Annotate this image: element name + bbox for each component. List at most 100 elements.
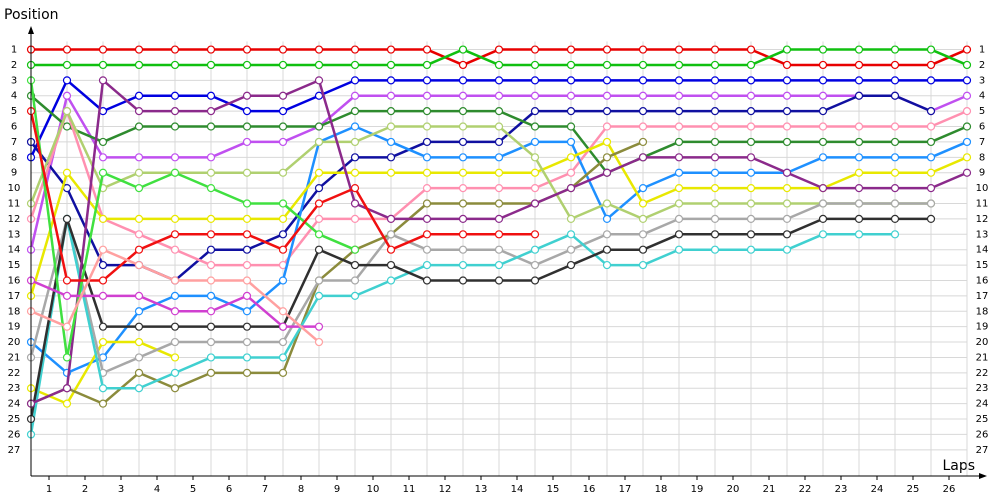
point-marker bbox=[710, 230, 720, 239]
x-tick-label: 8 bbox=[298, 484, 304, 495]
point-marker bbox=[926, 153, 936, 162]
point-marker bbox=[458, 137, 468, 147]
y-tick-label-right: 8 bbox=[979, 152, 985, 163]
point-marker bbox=[170, 276, 180, 285]
point-marker bbox=[782, 214, 792, 224]
point-marker bbox=[566, 260, 576, 270]
point-marker bbox=[242, 260, 252, 270]
point-marker bbox=[962, 122, 972, 131]
point-marker bbox=[530, 230, 540, 239]
point-marker bbox=[350, 122, 360, 131]
point-marker bbox=[134, 107, 144, 116]
point-marker bbox=[206, 122, 216, 131]
point-marker bbox=[98, 322, 108, 331]
point-marker bbox=[170, 230, 180, 239]
point-marker bbox=[890, 91, 900, 100]
point-marker bbox=[602, 245, 612, 254]
point-marker bbox=[170, 214, 180, 224]
point-marker bbox=[314, 184, 324, 193]
point-marker bbox=[962, 168, 972, 177]
point-marker bbox=[458, 60, 468, 70]
point-marker bbox=[566, 137, 576, 147]
point-marker bbox=[170, 322, 180, 331]
point-marker bbox=[134, 122, 144, 131]
point-marker bbox=[350, 153, 360, 162]
point-marker bbox=[926, 184, 936, 193]
point-marker bbox=[350, 291, 360, 300]
point-marker bbox=[926, 214, 936, 224]
y-tick-label: 11 bbox=[8, 199, 21, 210]
y-tick-label: 7 bbox=[11, 137, 17, 148]
y-tick-label: 19 bbox=[8, 322, 21, 333]
point-marker bbox=[170, 45, 180, 54]
point-marker bbox=[170, 168, 180, 177]
x-tick-label: 6 bbox=[226, 484, 232, 495]
point-marker bbox=[278, 122, 288, 131]
point-marker bbox=[566, 45, 576, 54]
point-marker bbox=[98, 245, 108, 254]
point-marker bbox=[422, 45, 432, 54]
point-marker bbox=[422, 214, 432, 224]
point-marker bbox=[962, 91, 972, 100]
point-marker bbox=[746, 107, 756, 116]
point-marker bbox=[62, 91, 72, 100]
x-tick-label: 1 bbox=[46, 484, 52, 495]
point-marker bbox=[350, 260, 360, 270]
point-marker bbox=[278, 91, 288, 100]
point-marker bbox=[494, 153, 504, 162]
point-marker bbox=[458, 91, 468, 100]
point-marker bbox=[134, 168, 144, 177]
point-marker bbox=[494, 91, 504, 100]
y-tick-label-right: 17 bbox=[976, 291, 989, 302]
point-marker bbox=[710, 245, 720, 254]
point-marker bbox=[458, 230, 468, 239]
y-tick-label-right: 11 bbox=[976, 199, 989, 210]
point-marker bbox=[854, 122, 864, 131]
y-tick-label-right: 15 bbox=[976, 260, 989, 271]
point-marker bbox=[458, 76, 468, 85]
point-marker bbox=[350, 168, 360, 177]
point-marker bbox=[206, 153, 216, 162]
series-line bbox=[29, 80, 356, 359]
point-marker bbox=[170, 60, 180, 70]
point-marker bbox=[710, 168, 720, 177]
point-marker bbox=[818, 199, 828, 208]
point-marker bbox=[566, 91, 576, 100]
y-tick-label-right: 19 bbox=[976, 322, 989, 333]
point-marker bbox=[530, 153, 540, 162]
x-tick-label: 24 bbox=[871, 484, 884, 495]
x-tick-label: 10 bbox=[367, 484, 380, 495]
point-marker bbox=[62, 384, 72, 393]
x-tick-label: 14 bbox=[511, 484, 524, 495]
x-tick-label: 7 bbox=[262, 484, 268, 495]
y-tick-label-right: 27 bbox=[976, 445, 989, 456]
point-marker bbox=[674, 76, 684, 85]
point-marker bbox=[494, 122, 504, 131]
y-tick-label: 26 bbox=[8, 429, 21, 440]
point-marker bbox=[314, 45, 324, 54]
point-marker bbox=[494, 60, 504, 70]
grid bbox=[30, 41, 968, 476]
point-marker bbox=[926, 168, 936, 177]
point-marker bbox=[638, 91, 648, 100]
point-marker bbox=[602, 107, 612, 116]
point-marker bbox=[134, 353, 144, 362]
point-marker bbox=[710, 76, 720, 85]
point-marker bbox=[890, 76, 900, 85]
point-marker bbox=[242, 353, 252, 362]
point-marker bbox=[206, 230, 216, 239]
point-marker bbox=[422, 184, 432, 193]
point-marker bbox=[890, 168, 900, 177]
point-marker bbox=[530, 168, 540, 177]
point-marker bbox=[134, 230, 144, 239]
point-marker bbox=[314, 245, 324, 254]
point-marker bbox=[206, 276, 216, 285]
point-marker bbox=[134, 384, 144, 393]
point-marker bbox=[206, 322, 216, 331]
y-tick-label-right: 6 bbox=[979, 122, 985, 133]
point-marker bbox=[386, 260, 396, 270]
point-marker bbox=[746, 122, 756, 131]
point-marker bbox=[638, 214, 648, 224]
point-marker bbox=[638, 184, 648, 193]
point-marker bbox=[530, 260, 540, 270]
